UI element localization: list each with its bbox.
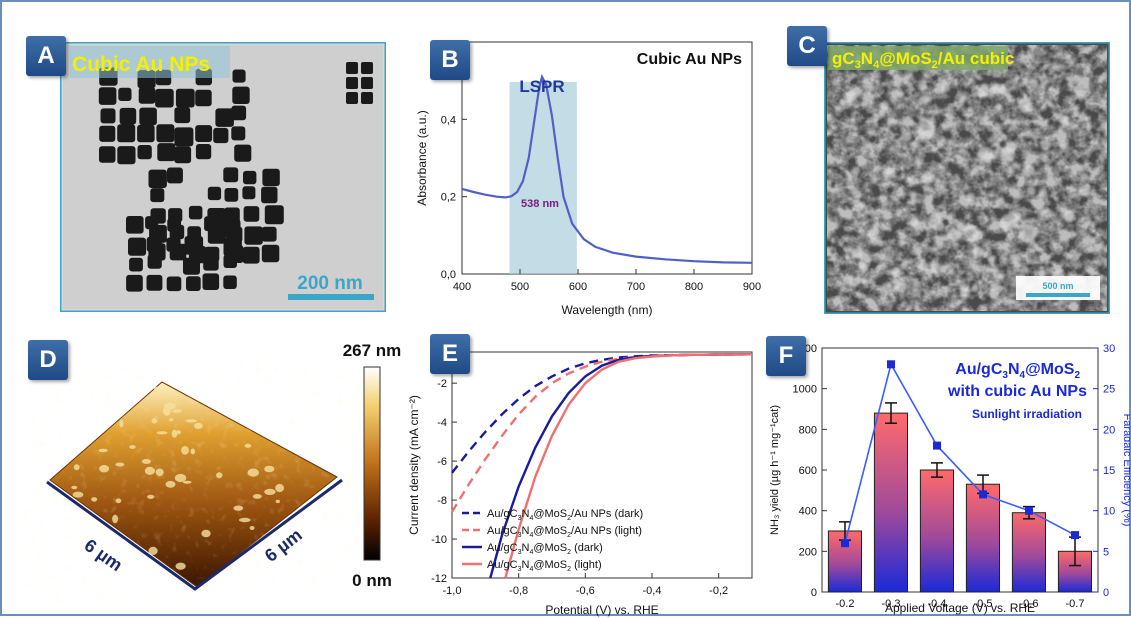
legend-entry: Au/gC3N4@MoS2/Au NPs (dark) [487, 508, 643, 522]
panel-f-ylabel: NH₃ yield (µg h⁻¹ mg⁻¹cat) [769, 405, 781, 535]
y-tick-label: 0 [811, 587, 817, 599]
y-tick-label: 0,4 [441, 114, 456, 126]
panel-c-scalebar [1026, 293, 1090, 297]
panel-c-sem-image: gC3N4@MoS2/Au cubic 500 nm [824, 42, 1110, 314]
y-tick-label: -6 [437, 456, 447, 468]
afm-colorbar [363, 366, 381, 561]
panel-c-scalebar-label: 500 nm [1042, 281, 1073, 291]
panel-b-ylabel: Absorbance (a.u.) [415, 110, 429, 205]
legend-entry: Au/gC3N4@MoS2/Au NPs (light) [487, 525, 642, 539]
legend-entry: Au/gC3N4@MoS2 (dark) [487, 542, 603, 556]
y-tick-label: 0,2 [441, 192, 456, 204]
y-tick-label: -2 [437, 378, 447, 390]
panel-e-chart: -1,0 -0,8 -0,6 -0,4 -0,2 -2 -4 -6 -8 -10 -12 Au/gC… [407, 351, 753, 617]
bar [965, 483, 1000, 593]
y-tick-label: 200 [799, 546, 817, 558]
panel-label-e: E [430, 334, 470, 374]
series-line-4 [504, 353, 753, 579]
x-tick-label: -0.5 [974, 598, 993, 610]
bar [1011, 512, 1046, 593]
x-tick-label: -0.4 [928, 598, 947, 610]
y2-tick-label: 30 [1103, 343, 1115, 355]
x-tick-label: 600 [569, 281, 587, 293]
peak-label: 538 nm [521, 198, 559, 210]
y-tick-label: -10 [431, 534, 447, 546]
y-tick-label: 400 [799, 506, 817, 518]
panel-e-ylabel: Current density (mA cm⁻²) [407, 395, 421, 535]
panel-b-xlabel: Wavelength (nm) [562, 303, 653, 317]
x-tick-label: -0.6 [1020, 598, 1039, 610]
bar [873, 412, 908, 593]
y-tick-label: 0,0 [441, 269, 456, 281]
panel-label-b: B [430, 40, 470, 80]
fe-point [979, 490, 987, 499]
y2-tick-label: 5 [1103, 546, 1109, 558]
absorbance-curve [461, 73, 753, 264]
x-tick-label: 700 [627, 281, 645, 293]
panel-c-title: gC3N4@MoS2/Au cubic [832, 49, 1014, 71]
x-tick-label: -1,0 [443, 585, 462, 597]
x-tick-label: -0,2 [709, 585, 728, 597]
y2-tick-label: 20 [1103, 424, 1115, 436]
panel-label-f: F [766, 336, 806, 376]
y-tick-label: 600 [799, 465, 817, 477]
panel-f-title-line2: with cubic Au NPs [947, 383, 1087, 400]
fe-point [933, 441, 941, 450]
colorbar-max-label: 267 nm [343, 341, 402, 360]
y-tick-label: -8 [437, 495, 447, 507]
y2-tick-label: 25 [1103, 384, 1115, 396]
panel-b-chart: 400 500 600 700 800 900 0,0 0,2 0,4 Cubic Au NPs… [415, 41, 761, 317]
x-tick-label: -0.2 [836, 598, 855, 610]
fe-line [844, 362, 1076, 544]
panel-f-title: Au/gC3N4@MoS2 [955, 361, 1080, 381]
y-tick-label: 1000 [793, 384, 817, 396]
panel-b-title: Cubic Au NPs [637, 51, 742, 68]
x-tick-label: 500 [511, 281, 529, 293]
fe-point [841, 539, 849, 548]
x-tick-label: -0,4 [643, 585, 662, 597]
panel-f-y2label: Faradaic Efficiency (%) [1121, 414, 1130, 527]
panel-d-afm: 6 µm 6 µm 267 nm 0 nm [46, 341, 402, 591]
panel-a-scalebar [288, 294, 374, 300]
panel-f-xlabel: Applied Voltage (V) vs. RHE [885, 601, 1035, 615]
fe-point [887, 360, 895, 369]
x-tick-label: 800 [685, 281, 703, 293]
x-tick-label: -0.3 [882, 598, 901, 610]
y-tick-label: -4 [437, 417, 447, 429]
x-tick-label: -0,8 [509, 585, 528, 597]
panel-label-c: C [787, 26, 827, 66]
afm-axes [46, 478, 343, 591]
panel-label-a: A [26, 36, 66, 76]
y-tick-label: 800 [799, 424, 817, 436]
panel-label-d: D [28, 340, 68, 380]
y2-tick-label: 10 [1103, 506, 1115, 518]
colorbar-min-label: 0 nm [352, 571, 392, 590]
panel-a-tem-image: Cubic Au NPs 200 nm [60, 42, 386, 312]
panel-a-title: Cubic Au NPs [72, 53, 210, 76]
x-tick-label: -0.7 [1066, 598, 1085, 610]
x-tick-label: -0,6 [576, 585, 595, 597]
bar [919, 469, 954, 593]
legend-entry: Au/gC3N4@MoS2 (light) [487, 559, 602, 573]
fe-point [1071, 531, 1079, 540]
panel-f-subtitle: Sunlight irradiation [972, 407, 1082, 421]
y2-tick-label: 0 [1103, 587, 1109, 599]
fe-point [1025, 506, 1033, 515]
panel-f-chart: 020040060080010001200051015202530-0.2-0.… [769, 343, 1130, 615]
afm-axis1-label: 6 µm [81, 535, 126, 575]
lspr-band [509, 82, 577, 274]
y2-tick-label: 15 [1103, 465, 1115, 477]
x-tick-label: 900 [743, 281, 761, 293]
panel-a-scalebar-label: 200 nm [297, 273, 362, 294]
y-tick-label: -12 [431, 573, 447, 585]
x-tick-label: 400 [453, 281, 471, 293]
panel-e-xlabel: Potential (V) vs. RHE [545, 603, 658, 617]
lspr-label: LSPR [519, 77, 564, 96]
